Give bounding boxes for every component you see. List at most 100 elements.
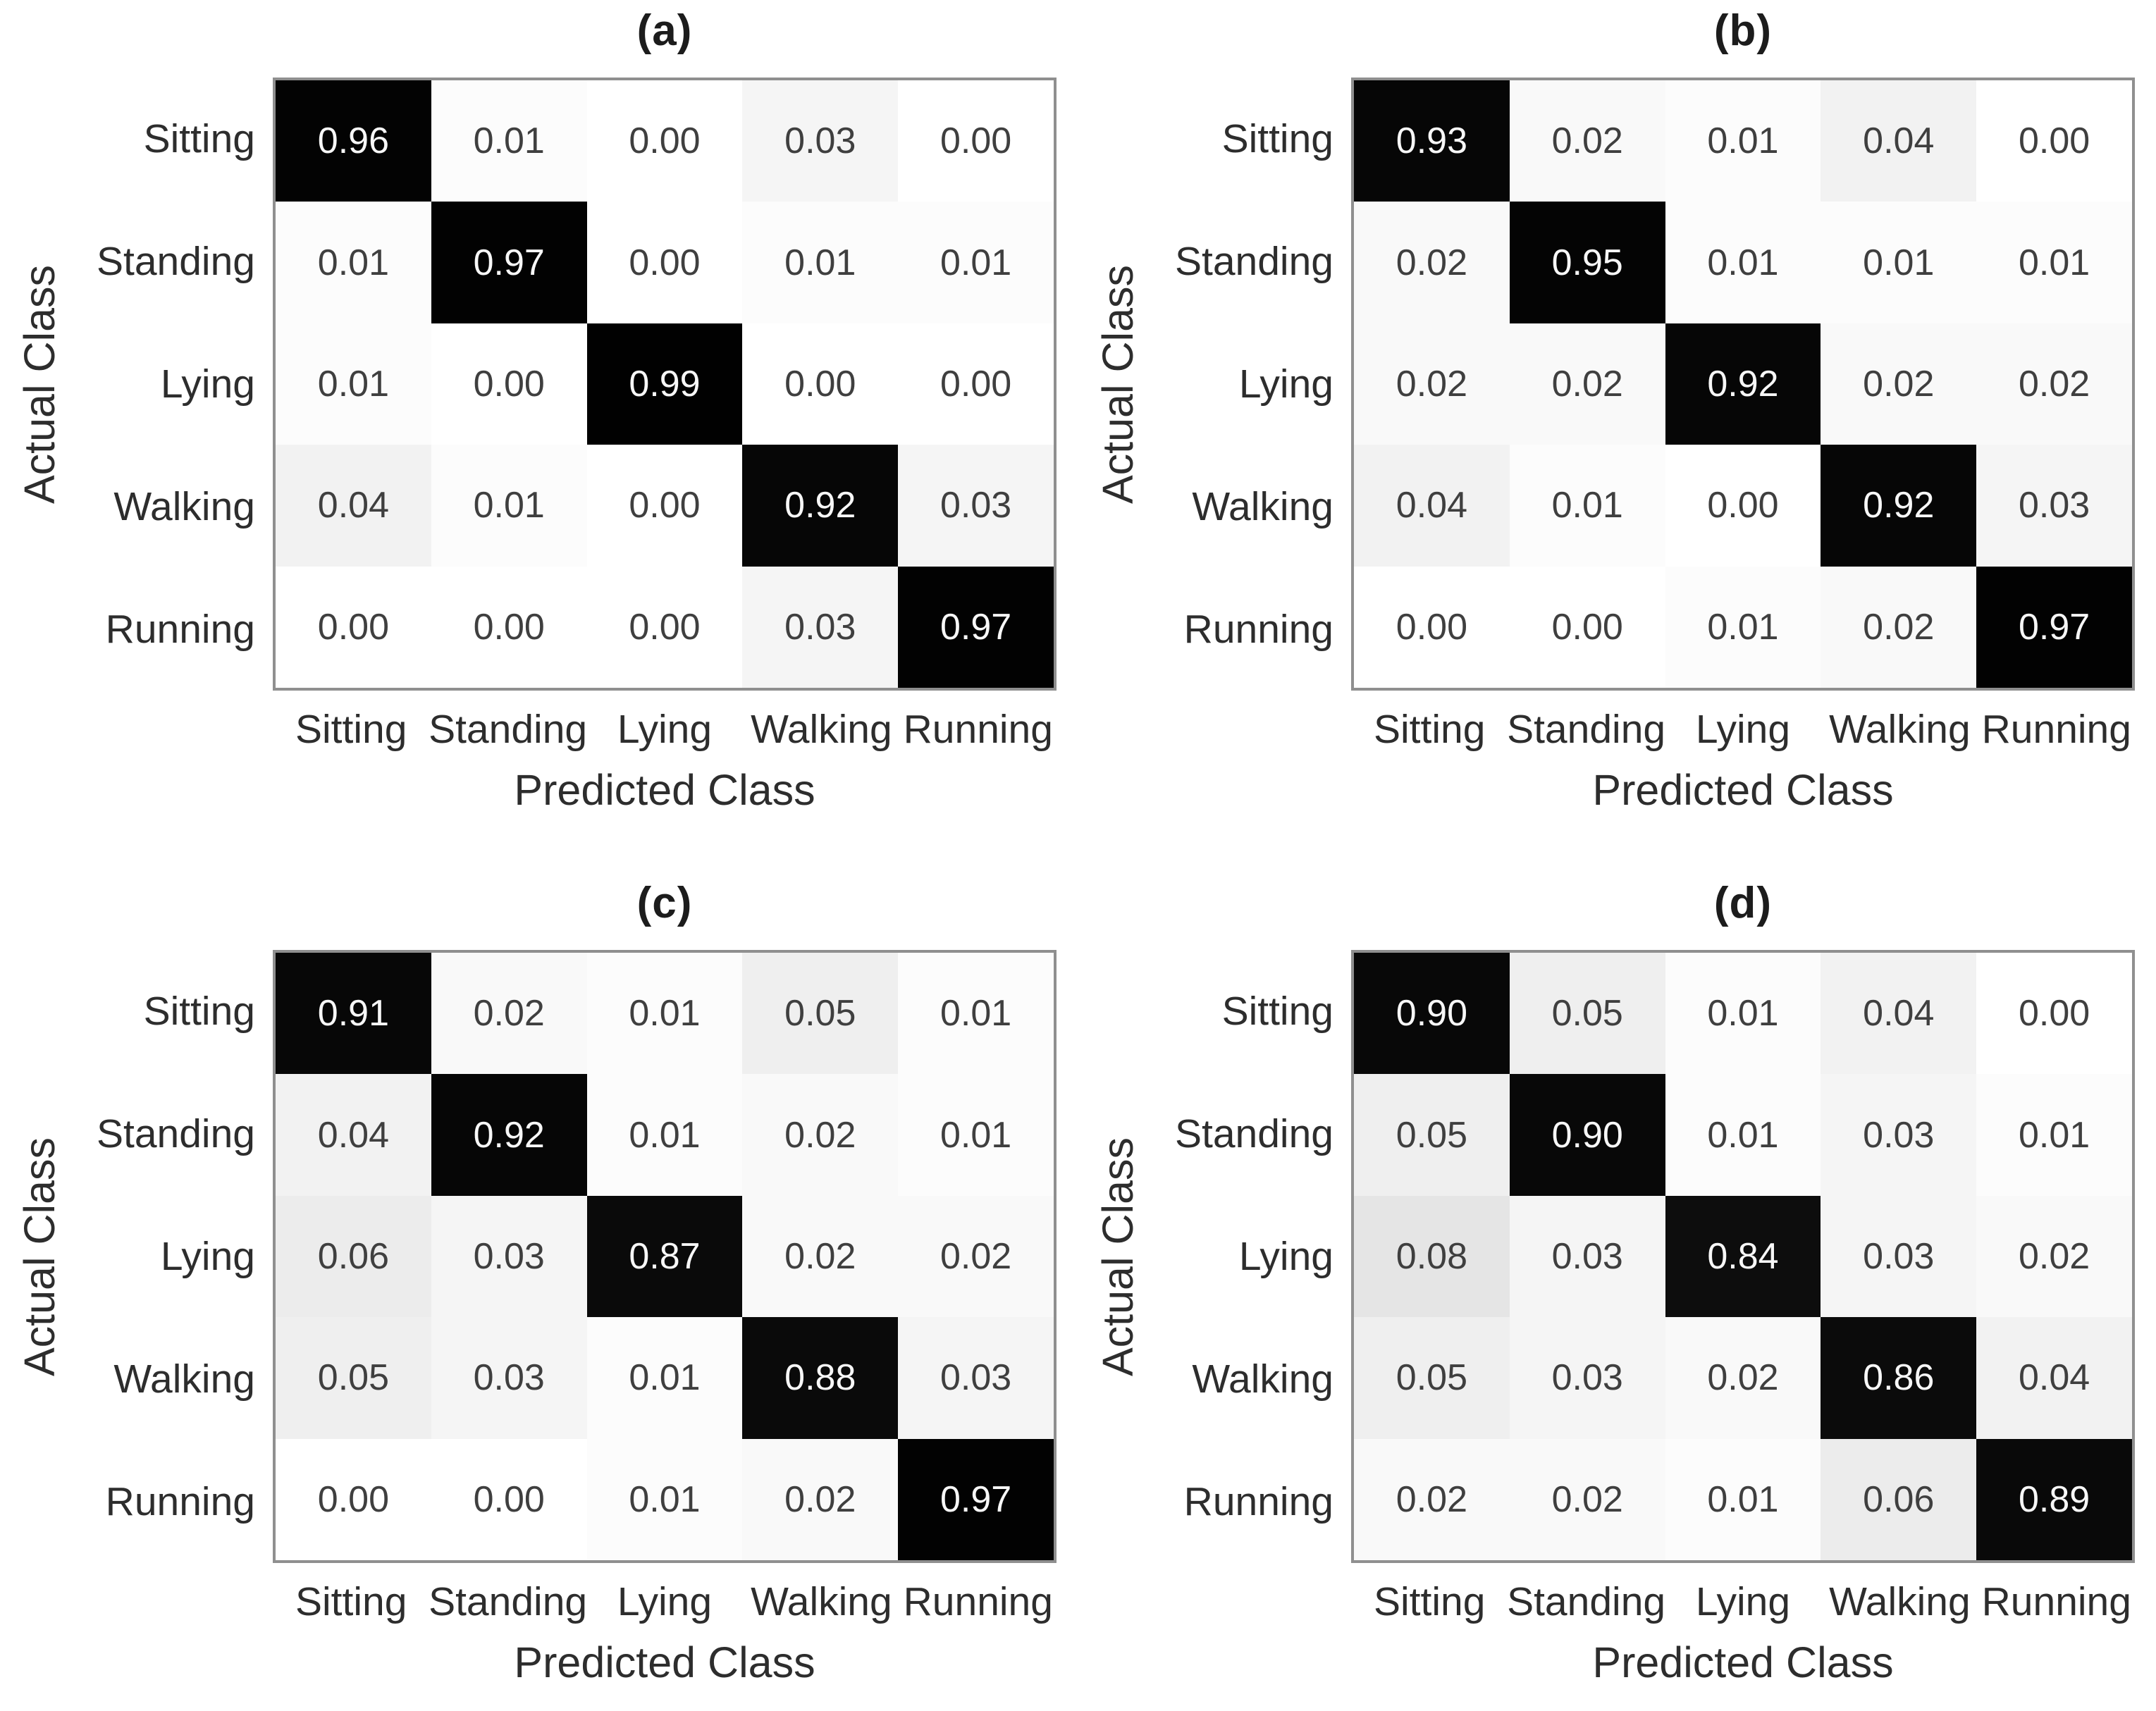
matrix-cell: 0.04 — [276, 445, 431, 567]
row-tick-labels: Sitting Standing Lying Walking Running — [1078, 950, 1333, 1563]
matrix-cell: 0.04 — [276, 1074, 431, 1196]
matrix-cell: 0.00 — [1509, 566, 1665, 688]
matrix-cell: 0.00 — [1665, 445, 1821, 567]
matrix-cell: 0.01 — [276, 202, 431, 323]
col-tick-label: Standing — [429, 707, 588, 752]
x-axis-label: Predicted Class — [514, 1638, 815, 1686]
row-tick-label: Running — [1183, 607, 1333, 652]
panel-title: (c) — [636, 879, 693, 927]
col-tick-label: Walking — [1829, 707, 1971, 752]
panel-title: (b) — [1713, 6, 1773, 55]
matrix-cell: 0.92 — [742, 445, 899, 567]
matrix-cell: 0.97 — [431, 202, 587, 323]
row-tick-label: Standing — [96, 239, 255, 284]
row-tick-label: Running — [105, 607, 255, 652]
row-tick-label: Running — [1183, 1479, 1333, 1524]
matrix-cell: 0.87 — [586, 1195, 743, 1318]
row-tick-label: Walking — [113, 484, 255, 529]
matrix-cell: 0.01 — [1821, 202, 1977, 323]
col-tick-label: Sitting — [1373, 707, 1486, 752]
matrix-cell: 0.01 — [586, 1317, 743, 1439]
matrix-cell: 0.00 — [276, 566, 431, 688]
matrix-cell: 0.01 — [1976, 202, 2132, 323]
matrix-cell: 0.01 — [898, 953, 1054, 1075]
matrix-cell: 0.02 — [742, 1195, 899, 1318]
matrix-cell: 0.00 — [431, 1438, 587, 1560]
row-tick-label: Running — [105, 1479, 255, 1524]
row-tick-labels: Sitting Standing Lying Walking Running — [0, 950, 255, 1563]
panel-title: (a) — [636, 6, 693, 55]
matrix-cell: 0.01 — [1665, 1074, 1821, 1196]
matrix-grid: 0.96 0.01 0.00 0.03 0.00 0.01 0.97 0.00 0.01 0.01… — [273, 78, 1057, 691]
matrix-cell: 0.01 — [586, 953, 743, 1075]
matrix-cell: 0.03 — [431, 1317, 587, 1439]
col-tick-label: Lying — [1695, 1579, 1791, 1624]
matrix-cell: 0.00 — [586, 202, 743, 323]
col-tick-label: Standing — [1507, 1579, 1666, 1624]
matrix-cell: 0.01 — [898, 202, 1054, 323]
matrix-cell: 0.89 — [1976, 1438, 2132, 1560]
matrix-cell: 0.03 — [1509, 1195, 1665, 1318]
matrix-cell: 0.03 — [1976, 445, 2132, 567]
row-tick-label: Lying — [160, 1234, 255, 1279]
matrix-cell: 0.97 — [1976, 566, 2132, 688]
col-tick-labels: Sitting Standing Lying Walking Running — [273, 1579, 1057, 1629]
col-tick-label: Running — [903, 1579, 1053, 1624]
matrix-cell: 0.02 — [1354, 323, 1510, 445]
matrix-cell: 0.91 — [276, 953, 431, 1075]
row-tick-labels: Sitting Standing Lying Walking Running — [1078, 78, 1333, 691]
matrix-cell: 0.93 — [1354, 80, 1510, 202]
matrix-cell: 0.00 — [586, 566, 743, 688]
matrix-cell: 0.03 — [1821, 1195, 1977, 1318]
matrix-cell: 0.02 — [1665, 1317, 1821, 1439]
matrix-cell: 0.03 — [1509, 1317, 1665, 1439]
matrix-cell: 0.01 — [1665, 202, 1821, 323]
matrix-cell: 0.02 — [1509, 80, 1665, 202]
matrix-cell: 0.04 — [1976, 1317, 2132, 1439]
matrix-cell: 0.02 — [898, 1195, 1054, 1318]
matrix-cell: 0.01 — [1665, 1438, 1821, 1560]
matrix-cell: 0.04 — [1821, 80, 1977, 202]
matrix-cell: 0.02 — [1821, 566, 1977, 688]
matrix-cell: 0.90 — [1509, 1074, 1665, 1196]
matrix-cell: 0.01 — [431, 80, 587, 202]
col-tick-label: Running — [903, 707, 1053, 752]
col-tick-label: Standing — [429, 1579, 588, 1624]
matrix-cell: 0.03 — [898, 1317, 1054, 1439]
matrix-cell: 0.04 — [1821, 953, 1977, 1075]
row-tick-labels: Sitting Standing Lying Walking Running — [0, 78, 255, 691]
matrix-cell: 0.00 — [898, 80, 1054, 202]
matrix-cell: 0.95 — [1509, 202, 1665, 323]
matrix-cell: 0.02 — [1509, 1438, 1665, 1560]
col-tick-label: Sitting — [295, 1579, 407, 1624]
matrix-cell: 0.92 — [431, 1074, 587, 1196]
matrix-cell: 0.01 — [1665, 953, 1821, 1075]
col-tick-label: Running — [1981, 1579, 2131, 1624]
matrix-cell: 0.02 — [742, 1438, 899, 1560]
matrix-cell: 0.86 — [1821, 1317, 1977, 1439]
matrix-cell: 0.02 — [1976, 1195, 2132, 1318]
confusion-matrix-panel-a: (a) Actual Class Sitting Standing Lying Wal… — [0, 0, 1078, 839]
col-tick-label: Lying — [1695, 707, 1791, 752]
matrix-cell: 0.00 — [276, 1438, 431, 1560]
matrix-cell: 0.01 — [586, 1074, 743, 1196]
matrix-cell: 0.02 — [1821, 323, 1977, 445]
matrix-cell: 0.92 — [1665, 323, 1821, 445]
matrix-cell: 0.03 — [742, 80, 899, 202]
matrix-cell: 0.00 — [586, 80, 743, 202]
row-tick-label: Standing — [96, 1111, 255, 1156]
row-tick-label: Lying — [1238, 362, 1333, 407]
matrix-cell: 0.05 — [1354, 1074, 1510, 1196]
matrix-cell: 0.01 — [1665, 80, 1821, 202]
matrix-cell: 0.05 — [1354, 1317, 1510, 1439]
matrix-cell: 0.04 — [1354, 445, 1510, 567]
matrix-cell: 0.97 — [898, 566, 1054, 688]
matrix-cell: 0.03 — [742, 566, 899, 688]
col-tick-label: Walking — [751, 1579, 892, 1624]
col-tick-label: Standing — [1507, 707, 1666, 752]
matrix-cell: 0.02 — [431, 953, 587, 1075]
matrix-grid: 0.93 0.02 0.01 0.04 0.00 0.02 0.95 0.01 0.01 0.01… — [1351, 78, 2135, 691]
matrix-cell: 0.01 — [1665, 566, 1821, 688]
matrix-cell: 0.00 — [1354, 566, 1510, 688]
